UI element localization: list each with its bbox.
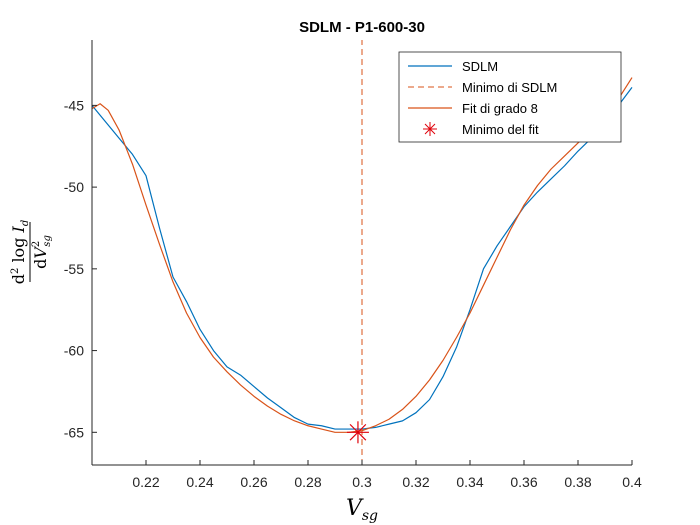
y-tick-label: -65 — [64, 424, 84, 440]
ylabel-num-sup: 2 — [10, 268, 21, 274]
x-tick-label: 0.32 — [402, 474, 429, 490]
y-axis-label: d2 log Id dV2sg — [9, 220, 53, 285]
x-tick-label: 0.3 — [352, 474, 372, 490]
ylabel-den-prefix: d — [31, 259, 50, 269]
x-tick-label: 0.22 — [132, 474, 159, 490]
ylabel-den-var: V — [31, 246, 50, 259]
x-ticks: 0.22 0.24 0.26 0.28 0.3 0.32 0.34 0.36 0.38 0.4 — [132, 460, 642, 490]
chart-title: SDLM - P1-600-30 — [299, 19, 425, 36]
legend-swatch-minimo-fit — [423, 122, 437, 136]
x-tick-label: 0.28 — [294, 474, 321, 490]
y-axis-label-numerator: d2 log Id — [9, 220, 31, 285]
series-minimo-del-fit-marker — [346, 421, 369, 444]
x-tick-label: 0.4 — [622, 474, 642, 490]
ylabel-den-sub: sg — [42, 235, 53, 247]
x-tick-label: 0.34 — [456, 474, 483, 490]
x-axis-label: Vsg — [346, 496, 378, 524]
x-tick-label: 0.24 — [186, 474, 213, 490]
y-ticks: -65 -60 -55 -50 -45 — [64, 97, 97, 440]
legend-label-minimo-fit: Minimo del fit — [462, 122, 539, 137]
series-layer — [91, 40, 633, 465]
legend-box — [398, 51, 622, 143]
x-tick-label: 0.38 — [564, 474, 591, 490]
y-axis-label-denominator: dV2sg — [31, 235, 53, 269]
legend: SDLM Minimo di SDLM Fit di grado 8 Minim… — [398, 51, 622, 143]
x-axis-label-base: V — [346, 496, 364, 521]
ylabel-den-sup: 2 — [31, 241, 42, 247]
x-tick-label: 0.36 — [510, 474, 537, 490]
x-tick-label: 0.26 — [240, 474, 267, 490]
legend-label-fit: Fit di grado 8 — [462, 101, 538, 116]
ylabel-num-prefix: d — [9, 274, 28, 284]
ylabel-num-mid: log — [9, 232, 28, 267]
y-tick-label: -50 — [64, 179, 84, 195]
y-tick-label: -45 — [64, 97, 84, 113]
legend-label-sdlm: SDLM — [462, 59, 498, 74]
legend-label-minimo-sdlm: Minimo di SDLM — [462, 80, 557, 95]
y-tick-label: -55 — [64, 261, 84, 277]
series-fit-di-grado-8-line — [91, 77, 633, 433]
x-axis-label-sub: sg — [362, 508, 378, 524]
ylabel-num-sub: d — [20, 220, 31, 226]
ylabel-num-var: I — [9, 225, 28, 233]
y-tick-label: -60 — [64, 343, 84, 359]
